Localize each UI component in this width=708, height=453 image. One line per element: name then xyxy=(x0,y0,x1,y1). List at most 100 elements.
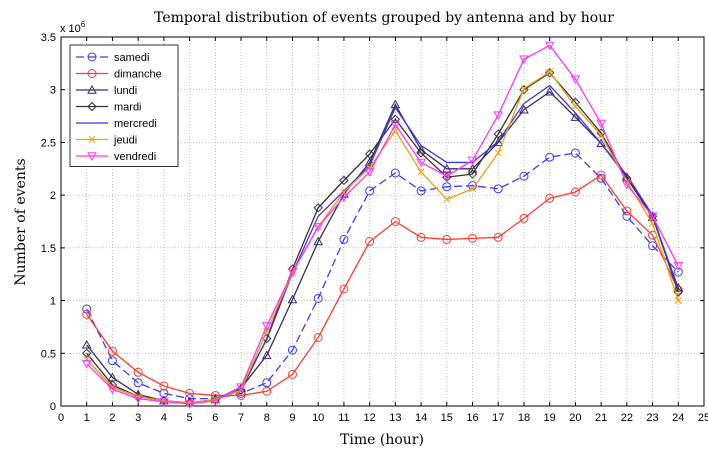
diamond-marker xyxy=(87,101,97,112)
circle-marker xyxy=(570,187,580,197)
x-marker xyxy=(88,135,96,144)
y-tick-label: 3 xyxy=(50,85,56,97)
circle-marker xyxy=(596,170,606,180)
x-tick-label: 9 xyxy=(289,412,295,424)
series-line xyxy=(86,152,679,400)
circle-marker xyxy=(82,304,92,314)
legend-label: mercredi xyxy=(114,118,157,130)
triangle-down-marker xyxy=(159,398,169,407)
x-tick-label: 3 xyxy=(135,412,141,424)
x-tick-label: 17 xyxy=(492,412,504,424)
x-marker xyxy=(494,149,502,157)
circle-marker xyxy=(519,213,529,223)
triangle-down-marker xyxy=(570,75,581,85)
y-tick-label: 0 xyxy=(50,401,56,413)
circle-marker xyxy=(468,181,478,191)
x-tick-label: 23 xyxy=(646,412,658,424)
axis-ticks: 0 1 2 3 4 5 6 7 8 9 10 11 12 13 14 15 16 17 18 19 20 21 22 23 24… xyxy=(41,32,708,424)
series-group xyxy=(81,41,684,409)
circle-marker xyxy=(622,211,632,221)
triangle-down-marker xyxy=(673,262,684,271)
x-tick-label: 4 xyxy=(161,412,167,424)
x-tick-label: 16 xyxy=(466,412,478,424)
circle-marker xyxy=(442,234,452,244)
series-line xyxy=(86,174,679,397)
series-line xyxy=(86,44,679,405)
y-tick-label: 2 xyxy=(50,190,56,202)
legend-label: samedi xyxy=(114,52,149,64)
triangle-down-marker xyxy=(184,400,195,409)
x-tick-label: 8 xyxy=(264,412,270,424)
x-tick-label: 24 xyxy=(672,412,684,424)
triangle-up-marker xyxy=(441,163,452,173)
triangle-down-marker xyxy=(621,180,632,190)
triangle-down-marker xyxy=(107,385,118,395)
legend-label: lundi xyxy=(114,85,137,97)
triangle-up-marker xyxy=(467,163,478,173)
x-tick-label: 14 xyxy=(415,412,427,424)
circle-marker xyxy=(87,69,97,78)
x-tick-label: 13 xyxy=(389,412,401,424)
triangle-up-marker xyxy=(544,86,555,96)
circle-marker xyxy=(339,284,349,294)
triangle-up-marker xyxy=(519,104,529,114)
x-tick-label: 6 xyxy=(212,412,218,424)
circle-marker xyxy=(313,332,323,342)
triangle-up-marker xyxy=(313,236,324,246)
triangle-down-marker xyxy=(313,223,324,232)
x-marker xyxy=(417,168,425,176)
x-marker xyxy=(468,185,477,193)
circle-marker xyxy=(442,182,452,192)
circle-marker xyxy=(390,217,400,226)
y-tick-label: 2.5 xyxy=(41,137,56,149)
diamond-marker xyxy=(544,68,555,78)
diamond-marker xyxy=(519,85,529,95)
triangle-down-marker xyxy=(390,120,401,130)
circle-marker xyxy=(545,193,555,203)
diamond-marker xyxy=(493,129,503,139)
circle-marker xyxy=(673,267,683,277)
x-tick-label: 15 xyxy=(441,412,453,424)
x-tick-label: 18 xyxy=(518,412,530,424)
chart-title: Temporal distribution of events grouped … xyxy=(154,10,614,26)
x-marker xyxy=(443,195,451,203)
legend-item-lundi: lundi xyxy=(76,84,137,97)
x-marker xyxy=(520,85,528,93)
x-tick-label: 19 xyxy=(544,412,556,424)
triangle-down-marker xyxy=(133,394,144,404)
legend-item-samedi: samedi xyxy=(76,52,149,64)
legend-label: mardi xyxy=(114,102,142,114)
circle-marker xyxy=(159,381,169,391)
circle-marker xyxy=(648,241,658,251)
circle-marker xyxy=(287,369,297,379)
y-tick-label: 0.5 xyxy=(41,348,56,360)
triangle-up-marker xyxy=(261,350,272,360)
x-tick-label: 5 xyxy=(187,412,193,424)
grid xyxy=(61,37,704,406)
triangle-down-marker xyxy=(441,172,452,182)
circle-marker xyxy=(493,184,503,194)
triangle-down-marker xyxy=(261,322,272,331)
x-tick-label: 10 xyxy=(312,412,324,424)
triangle-down-marker xyxy=(236,383,246,393)
y-axis-label: Number of events xyxy=(13,158,29,285)
x-tick-label: 20 xyxy=(569,412,581,424)
x-tick-label: 12 xyxy=(364,412,376,424)
circle-marker xyxy=(262,386,272,396)
triangle-up-marker xyxy=(87,84,97,94)
y-exponent-power: 6 xyxy=(81,20,86,29)
circle-marker xyxy=(390,168,400,178)
triangle-down-marker xyxy=(287,268,298,278)
y-tick-label: 1.5 xyxy=(41,243,56,255)
series-vendredi xyxy=(81,41,684,409)
legend-item-jeudi: jeudi xyxy=(76,135,137,147)
triangle-down-marker xyxy=(416,158,426,168)
circle-marker xyxy=(313,293,323,303)
diamond-marker xyxy=(184,398,195,408)
circle-marker xyxy=(287,345,297,355)
diamond-marker xyxy=(467,169,478,179)
x-tick-label: 7 xyxy=(238,412,244,424)
x-axis-label: Time (hour) xyxy=(340,432,424,448)
circle-marker xyxy=(87,52,97,62)
